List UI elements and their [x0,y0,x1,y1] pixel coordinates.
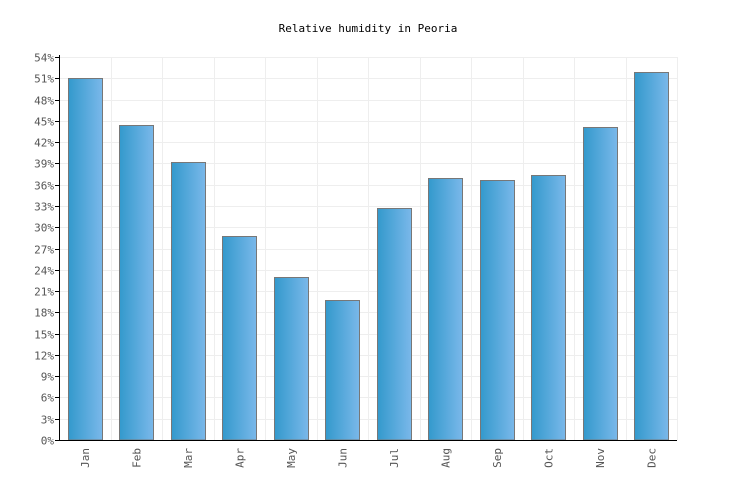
bar-apr [222,236,257,441]
bar-jul [377,208,412,441]
y-tick-label: 51% [34,73,54,86]
y-tick-label: 24% [34,265,54,278]
y-tick-label: 30% [34,222,54,235]
x-tick-label: Jan [79,448,92,468]
bar-nov [583,127,618,441]
x-tick-label: Apr [233,448,246,468]
y-tick-label: 45% [34,116,54,129]
bar-jan [68,78,103,441]
y-tick-label: 0% [41,435,55,448]
x-tick-label: Dec [645,448,658,468]
y-tick-label: 15% [34,329,54,342]
x-tick-label: Oct [542,448,555,468]
y-tick-label: 9% [41,371,55,384]
x-tick-label: Jun [336,448,349,468]
y-tick-label: 48% [34,95,54,108]
y-tick-label: 27% [34,244,54,257]
y-tick-label: 3% [41,414,55,427]
y-tick-label: 21% [34,286,54,299]
x-tick-label: Feb [130,448,143,468]
x-tick-label: Mar [182,448,195,468]
bar-jun [325,300,360,441]
y-tick-label: 18% [34,307,54,320]
bar-mar [171,162,206,441]
y-tick-label: 12% [34,350,54,363]
y-tick-label: 54% [34,52,54,65]
y-tick-label: 39% [34,158,54,171]
x-tick-label: Nov [594,448,607,468]
x-tick-label: Jul [388,448,401,468]
bar-feb [119,125,154,441]
bar-sep [480,180,515,441]
bar-oct [531,175,566,441]
bar-may [274,277,309,441]
y-tick-label: 33% [34,201,54,214]
y-tick-label: 6% [41,392,55,405]
bar-aug [428,178,463,441]
y-tick-label: 42% [34,137,54,150]
y-tick-label: 36% [34,180,54,193]
chart-title: Relative humidity in Peoria [278,22,458,35]
x-tick-label: Sep [491,448,504,468]
x-tick-label: Aug [439,448,452,468]
x-tick-label: May [285,448,298,468]
bar-dec [634,72,669,441]
